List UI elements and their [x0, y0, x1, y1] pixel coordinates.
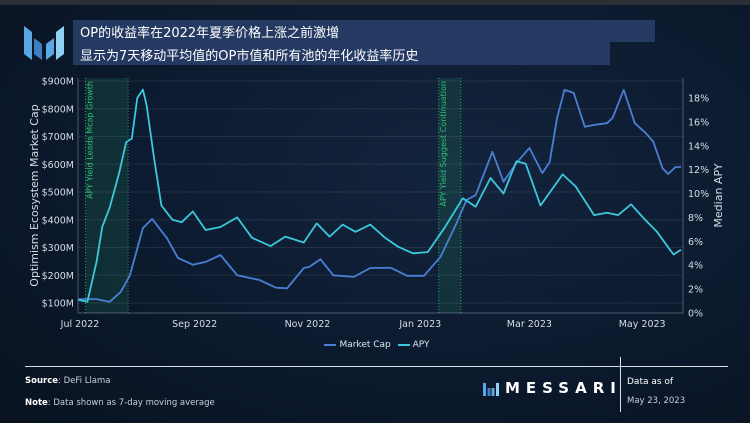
y2-tick-label: 8%	[688, 213, 703, 224]
y2-tick-label: 4%	[688, 261, 703, 272]
y2-tick-label: 14%	[688, 141, 709, 152]
y2-tick-label: 16%	[688, 117, 709, 128]
series-line-market-cap	[78, 89, 681, 303]
x-tick-label: May 2023	[619, 319, 666, 330]
legend-label-market-cap: Market Cap	[339, 340, 391, 350]
y-tick-label: $500M	[42, 188, 74, 199]
data-as-of-date: May 23, 2023	[627, 396, 686, 406]
footer-vertical-divider	[620, 357, 621, 412]
title-background	[73, 20, 655, 42]
x-tick-label: Jul 2022	[60, 319, 100, 330]
chart-title: OP的收益率在2022年夏季价格上涨之前激增	[80, 26, 340, 41]
x-tick-label: Sep 2022	[172, 319, 217, 330]
y2-tick-label: 12%	[688, 165, 709, 176]
y2-tick-label: 6%	[688, 237, 703, 248]
note-line: Note: Data shown as 7-day moving average	[25, 398, 215, 408]
y2-tick-label: 18%	[688, 94, 709, 105]
y-tick-label: $700M	[42, 132, 74, 143]
source-label: Source	[25, 376, 59, 386]
y-tick-label: $600M	[42, 160, 74, 171]
y2-tick-label: 10%	[688, 189, 709, 200]
subtitle-background	[73, 42, 610, 65]
messari-wordmark: MESSARI	[505, 379, 622, 397]
data-as-of-label: Data as of	[627, 377, 674, 387]
y2-axis-title: Median APY	[712, 163, 725, 227]
annotation-label: APY Yield Suggest Continuation	[439, 81, 448, 207]
note-value: Data shown as 7-day moving average	[53, 398, 215, 408]
source-value: DeFi Llama	[63, 376, 111, 386]
messari-brand-icon	[483, 383, 499, 396]
y2-tick-label: 2%	[688, 285, 703, 296]
source-line: Source: DeFi Llama	[25, 376, 111, 386]
legend-swatch-market-cap	[324, 343, 337, 346]
series-line-apy	[78, 88, 682, 303]
top-bar	[0, 0, 750, 5]
x-tick-label: Mar 2023	[507, 319, 552, 330]
y-tick-label: $900M	[42, 77, 74, 88]
legend: Market Cap APY	[0, 340, 750, 350]
y-tick-label: $200M	[42, 271, 74, 282]
y-tick-label: $800M	[42, 104, 74, 115]
messari-logo	[24, 26, 64, 60]
chart-subtitle: 显示为7天移动平均值的OP市值和所有池的年化收益率历史	[80, 49, 419, 64]
annotation-band	[85, 78, 129, 313]
chart-area: APY Yield Leads Mcap Growth APY Yield Sug…	[28, 77, 725, 331]
y-tick-label: $400M	[42, 215, 74, 226]
legend-swatch-apy	[397, 343, 410, 346]
note-label: Note	[25, 398, 48, 408]
legend-label-apy: APY	[412, 340, 430, 350]
annotation-band	[438, 78, 461, 313]
x-tick-label: Jan 2023	[398, 319, 441, 330]
y-tick-label: $300M	[42, 243, 74, 254]
x-tick-label: Nov 2022	[285, 319, 331, 330]
footer-divider	[25, 366, 728, 367]
annotation-label: APY Yield Leads Mcap Growth	[86, 81, 95, 199]
y-axis-title: Optimism Ecosystem Market Cap	[28, 104, 41, 286]
y-tick-label: $100M	[42, 299, 74, 310]
y2-tick-label: 0%	[688, 309, 703, 320]
